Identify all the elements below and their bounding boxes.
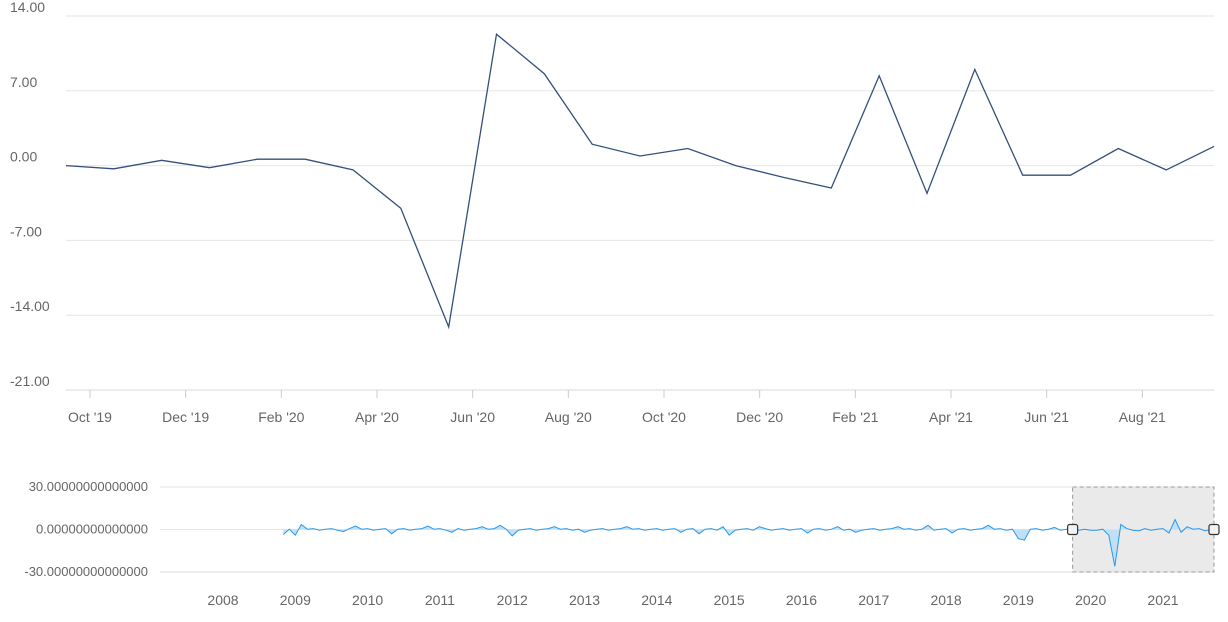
y-tick-label: -7.00 [10, 223, 42, 239]
navigator-y-axis: -30.00000000000000 0.00000000000000 30.000… [24, 479, 148, 579]
series-line [66, 34, 1214, 327]
navigator-right-handle[interactable] [1209, 525, 1219, 535]
main-plot-grid [66, 16, 1214, 390]
nav-x-tick-label: 2015 [714, 592, 745, 608]
nav-y-tick-label: 30.00000000000000 [29, 479, 148, 494]
x-tick-label: Dec '20 [736, 409, 783, 425]
nav-x-tick-label: 2012 [497, 592, 528, 608]
navigator-left-handle[interactable] [1068, 525, 1078, 535]
x-tick-label: Oct '20 [642, 409, 686, 425]
main-series-group [66, 34, 1214, 327]
nav-x-tick-label: 2010 [352, 592, 383, 608]
navigator-x-axis: 2008 2009 2010 2011 2012 2013 2014 2015 2016 2017… [207, 592, 1178, 608]
nav-x-tick-label: 2020 [1075, 592, 1106, 608]
nav-x-tick-label: 2017 [858, 592, 889, 608]
nav-x-tick-label: 2016 [786, 592, 817, 608]
y-tick-label: 14.00 [10, 0, 45, 15]
x-tick-label: Jun '20 [450, 409, 495, 425]
x-tick-label: Jun '21 [1024, 409, 1069, 425]
nav-y-tick-label: 0.00000000000000 [36, 522, 148, 537]
y-tick-label: 0.00 [10, 149, 37, 165]
x-tick-label: Aug '20 [545, 409, 592, 425]
nav-x-tick-label: 2008 [207, 592, 238, 608]
nav-x-tick-label: 2011 [425, 592, 455, 608]
navigator-selection[interactable] [1068, 487, 1219, 572]
x-tick-label: Oct '19 [68, 409, 112, 425]
x-tick-label: Apr '20 [355, 409, 399, 425]
x-tick-label: Dec '19 [162, 409, 209, 425]
y-tick-label: -14.00 [10, 298, 50, 314]
x-tick-label: Feb '21 [832, 409, 878, 425]
nav-x-tick-label: 2018 [930, 592, 961, 608]
nav-x-tick-label: 2009 [280, 592, 311, 608]
y-tick-label: 7.00 [10, 74, 37, 90]
x-tick-label: Aug '21 [1119, 409, 1166, 425]
nav-y-tick-label: -30.00000000000000 [24, 564, 148, 579]
x-tick-label: Apr '21 [929, 409, 973, 425]
x-tick-label: Feb '20 [258, 409, 304, 425]
nav-x-tick-label: 2019 [1003, 592, 1034, 608]
main-y-axis: -21.00 -14.00 -7.00 0.00 7.00 14.00 [10, 0, 50, 389]
nav-x-tick-label: 2014 [641, 592, 672, 608]
main-x-axis: Oct '19 Dec '19 Feb '20 Apr '20 Jun '20 Aug '… [68, 390, 1166, 425]
nav-x-tick-label: 2021 [1147, 592, 1178, 608]
nav-x-tick-label: 2013 [569, 592, 600, 608]
y-tick-label: -21.00 [10, 373, 50, 389]
